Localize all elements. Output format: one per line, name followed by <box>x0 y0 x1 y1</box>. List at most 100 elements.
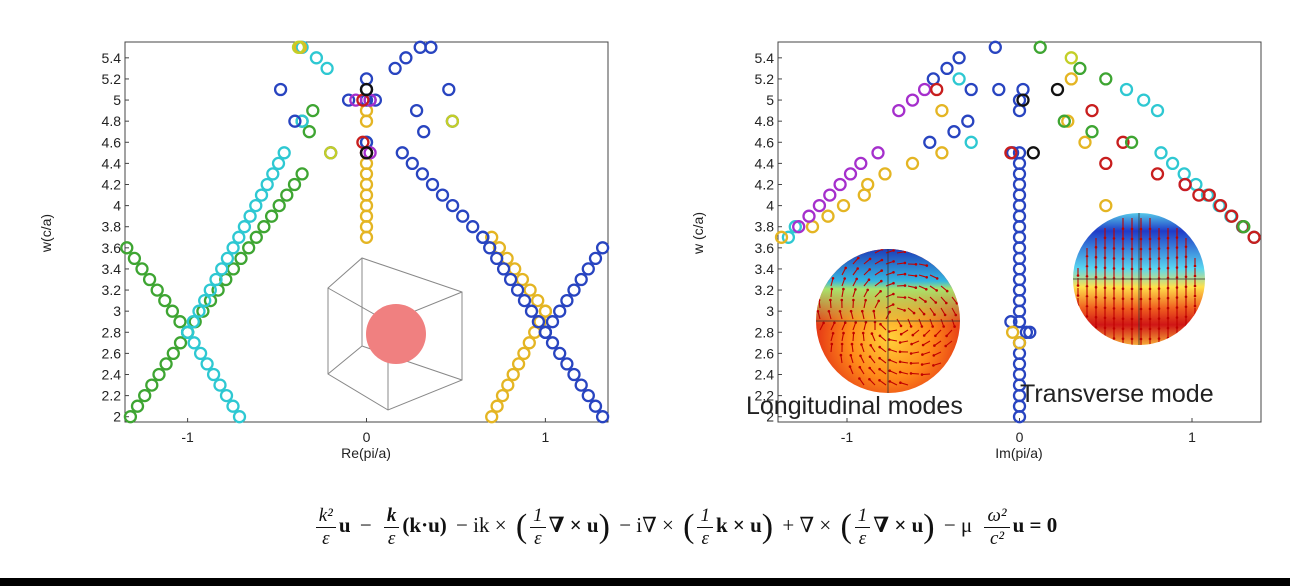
data-point-green <box>142 272 157 287</box>
field-arrow <box>885 282 894 287</box>
eq-tail: k × u <box>715 513 762 538</box>
field-arrow-head <box>1175 326 1179 329</box>
data-point-cyan <box>232 230 246 244</box>
field-arrow <box>869 378 876 386</box>
field-arrow <box>929 307 935 315</box>
left-axis-ticks: 2 2.2 2.4 2.6 2.8 3 3.2 3.4 3.6 3.8 4 4.2 4.4 4.6 4.8 5… <box>102 50 550 445</box>
data-point-black <box>1026 146 1040 160</box>
field-arrow <box>896 318 902 327</box>
field-arrow-head <box>1094 285 1098 289</box>
data-point-yellowgreen <box>291 40 306 54</box>
field-arrow-head <box>888 348 891 351</box>
field-arrow-head <box>878 345 881 349</box>
transverse-mode-label: Transverse mode <box>1020 380 1214 408</box>
field-arrow-head <box>1094 295 1098 299</box>
field-arrow-head <box>852 331 855 335</box>
eq-open-paren: ( <box>683 508 695 546</box>
field-arrow-head <box>914 274 918 278</box>
field-arrow-head <box>1076 284 1080 287</box>
eq-operator: − <box>359 513 372 538</box>
field-arrow-head <box>1103 316 1107 320</box>
data-point-blue <box>560 293 574 308</box>
y-tick-label: 3.4 <box>755 261 775 277</box>
eq-term-1: k² ε u <box>313 505 351 549</box>
field-arrow <box>863 269 871 276</box>
data-point-cyan <box>309 51 324 65</box>
field-arrow-head <box>878 379 881 382</box>
field-arrow-head <box>892 260 895 263</box>
field-arrow-head <box>1094 255 1098 259</box>
field-arrow <box>896 273 906 276</box>
field-arrow <box>850 355 854 364</box>
field-arrow-head <box>849 309 853 313</box>
field-arrow-head <box>878 334 882 338</box>
field-arrow-head <box>921 353 924 356</box>
data-point-gold <box>836 198 851 213</box>
data-point-cyan <box>215 262 229 276</box>
field-arrow-head <box>878 367 881 371</box>
field-arrow-head <box>844 266 847 270</box>
field-arrow-head <box>840 342 844 346</box>
field-arrow-head <box>1094 325 1098 329</box>
eq-numerator: 1 <box>854 505 871 528</box>
field-arrow <box>830 288 833 298</box>
field-arrow-head <box>887 330 891 333</box>
data-point-yellowgreen <box>445 114 460 128</box>
field-arrow <box>896 307 905 311</box>
field-arrow-head <box>838 310 842 313</box>
field-arrow <box>923 329 931 336</box>
data-point-gold <box>501 378 515 392</box>
data-point-cyan <box>964 135 978 149</box>
data-point-blue <box>567 283 581 297</box>
data-point-red <box>1225 209 1239 223</box>
data-point-blue <box>510 283 525 297</box>
data-point-blue <box>952 51 966 65</box>
data-point-blue <box>1023 325 1037 339</box>
data-point-blue <box>415 167 430 181</box>
eq-denominator: ε <box>322 528 330 549</box>
data-point-blue <box>425 177 440 192</box>
data-point-blue <box>503 272 518 287</box>
y-tick-label: 2.8 <box>755 324 775 340</box>
data-point-green <box>272 198 286 213</box>
field-arrow <box>861 311 865 320</box>
field-arrow <box>888 329 898 333</box>
field-arrow <box>870 345 876 353</box>
eq-open-paren: ( <box>515 508 528 546</box>
field-arrow-head <box>942 325 945 328</box>
data-point-cyan <box>1165 156 1180 171</box>
field-arrow <box>852 257 859 265</box>
field-arrow-head <box>872 309 876 313</box>
eq-term-6: ω² c² u = 0 <box>981 505 1057 549</box>
field-arrow-head <box>867 278 871 282</box>
y-tick-label: 4.6 <box>102 134 122 150</box>
data-point-cyan <box>192 304 206 318</box>
y-tick-label: 2.2 <box>755 388 775 404</box>
field-arrow <box>874 270 883 276</box>
field-arrow-head <box>899 381 902 385</box>
field-arrow <box>874 300 880 309</box>
field-arrow <box>885 293 894 298</box>
data-point-green <box>152 367 166 382</box>
y-tick-label: 3.8 <box>755 219 775 235</box>
field-arrow <box>874 249 883 254</box>
data-point-cyan <box>186 315 200 329</box>
data-point-cyan <box>203 283 217 297</box>
data-point-green <box>242 241 256 255</box>
y-tick-label: 2 <box>113 409 121 425</box>
field-arrow-head <box>910 342 913 346</box>
data-point-cyan <box>1119 82 1134 97</box>
field-arrow-head <box>830 287 834 291</box>
data-point-red <box>1004 146 1018 160</box>
y-tick-label: 5.4 <box>102 50 122 66</box>
field-arrow-head <box>861 331 865 335</box>
y-tick-label: 3.6 <box>755 240 775 256</box>
field-arrow-head <box>1103 326 1107 330</box>
field-arrow-head <box>1094 315 1098 319</box>
data-point-blue <box>445 198 460 213</box>
data-point-cyan <box>213 378 227 392</box>
field-arrow-head <box>934 334 937 338</box>
field-arrow-head <box>880 258 884 262</box>
right-y-axis-label: w (c/a) <box>690 212 706 255</box>
